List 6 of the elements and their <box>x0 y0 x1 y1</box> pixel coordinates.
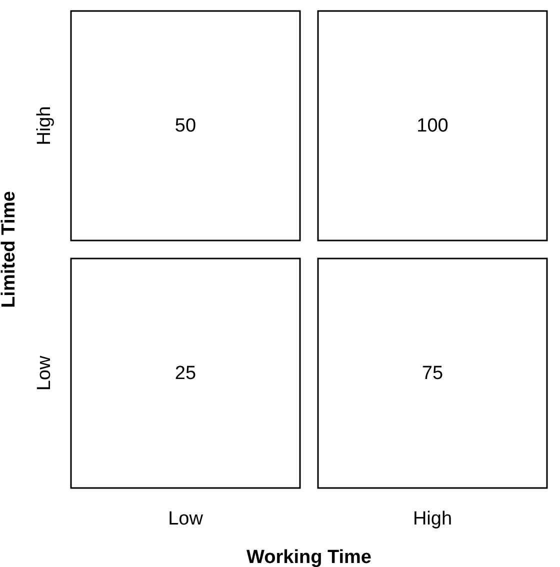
data-label: 100 <box>416 115 448 136</box>
data-label: 25 <box>174 362 196 384</box>
data-label: 50 <box>174 115 196 136</box>
y-axis-title: Limited Time <box>0 191 20 308</box>
x-axis-title: Working Time <box>246 547 372 567</box>
data-label: 75 <box>422 362 444 384</box>
